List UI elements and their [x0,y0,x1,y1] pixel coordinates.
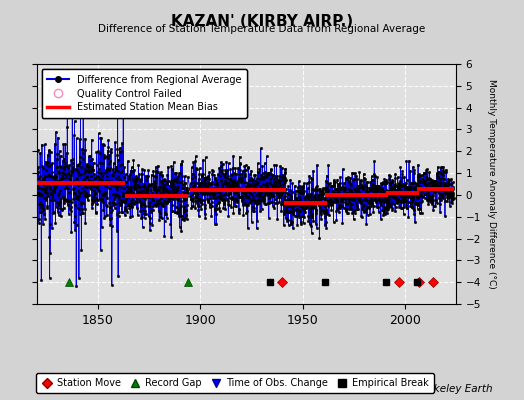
Text: Berkeley Earth: Berkeley Earth [416,384,493,394]
Text: Difference of Station Temperature Data from Regional Average: Difference of Station Temperature Data f… [99,24,425,34]
Y-axis label: Monthly Temperature Anomaly Difference (°C): Monthly Temperature Anomaly Difference (… [486,79,496,289]
Legend: Station Move, Record Gap, Time of Obs. Change, Empirical Break: Station Move, Record Gap, Time of Obs. C… [36,374,434,393]
Text: KAZAN' (KIRBY AIRP.): KAZAN' (KIRBY AIRP.) [171,14,353,29]
Legend: Difference from Regional Average, Quality Control Failed, Estimated Station Mean: Difference from Regional Average, Qualit… [41,69,247,118]
